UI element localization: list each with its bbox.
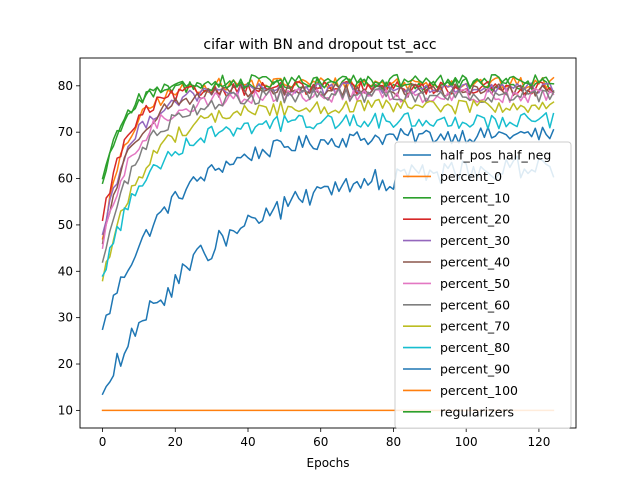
series-line-regularizers	[101, 73, 555, 185]
plot-frame	[79, 57, 577, 429]
series-line-percent_60	[101, 87, 555, 263]
x-tick-label: 80	[386, 435, 401, 449]
legend-label: percent_90	[440, 362, 510, 377]
y-axis: 10 20 30 40 50 60 70 80	[58, 79, 80, 417]
x-axis: 0 20 40 60 80 100 120	[99, 428, 550, 449]
series-line-percent_70	[101, 98, 555, 282]
legend-label: percent_20	[440, 212, 510, 227]
legend-label: percent_40	[440, 255, 510, 270]
chart-title: cifar with BN and dropout tst_acc	[203, 37, 436, 53]
series-line-percent_80	[101, 112, 555, 277]
legend-label: percent_10	[440, 190, 510, 205]
y-tick-label: 60	[58, 172, 73, 186]
legend-label: percent_70	[440, 319, 510, 334]
legend-label: percent_80	[440, 340, 510, 355]
legend-label: half_pos_half_neg	[440, 148, 551, 163]
legend-label: percent_50	[440, 276, 510, 291]
x-tick-label: 20	[168, 435, 183, 449]
x-tick-label: 0	[99, 435, 107, 449]
x-tick-label: 40	[240, 435, 255, 449]
y-tick-label: 10	[58, 403, 73, 417]
x-axis-label: Epochs	[307, 456, 350, 470]
legend-label: regularizers	[440, 404, 514, 419]
series-line-percent_50	[101, 86, 555, 249]
y-tick-label: 70	[58, 125, 73, 139]
y-tick-label: 80	[58, 79, 73, 93]
series-line-percent_40	[101, 83, 555, 245]
series-line-half_pos_half_neg	[101, 126, 555, 331]
legend-label: percent_100	[440, 383, 518, 398]
legend-label: percent_30	[440, 233, 510, 248]
x-tick-label: 120	[527, 435, 550, 449]
series-layer	[101, 73, 555, 412]
legend-label: percent_0	[440, 169, 502, 184]
y-tick-label: 40	[58, 264, 73, 278]
y-tick-label: 30	[58, 311, 73, 325]
x-tick-label: 60	[313, 435, 328, 449]
y-tick-label: 50	[58, 218, 73, 232]
y-tick-label: 20	[58, 357, 73, 371]
legend-label: percent_60	[440, 297, 510, 312]
legend-box	[394, 141, 572, 429]
legend: half_pos_half_neg percent_0 percent_10perc…	[394, 141, 572, 429]
x-tick-label: 100	[455, 435, 478, 449]
